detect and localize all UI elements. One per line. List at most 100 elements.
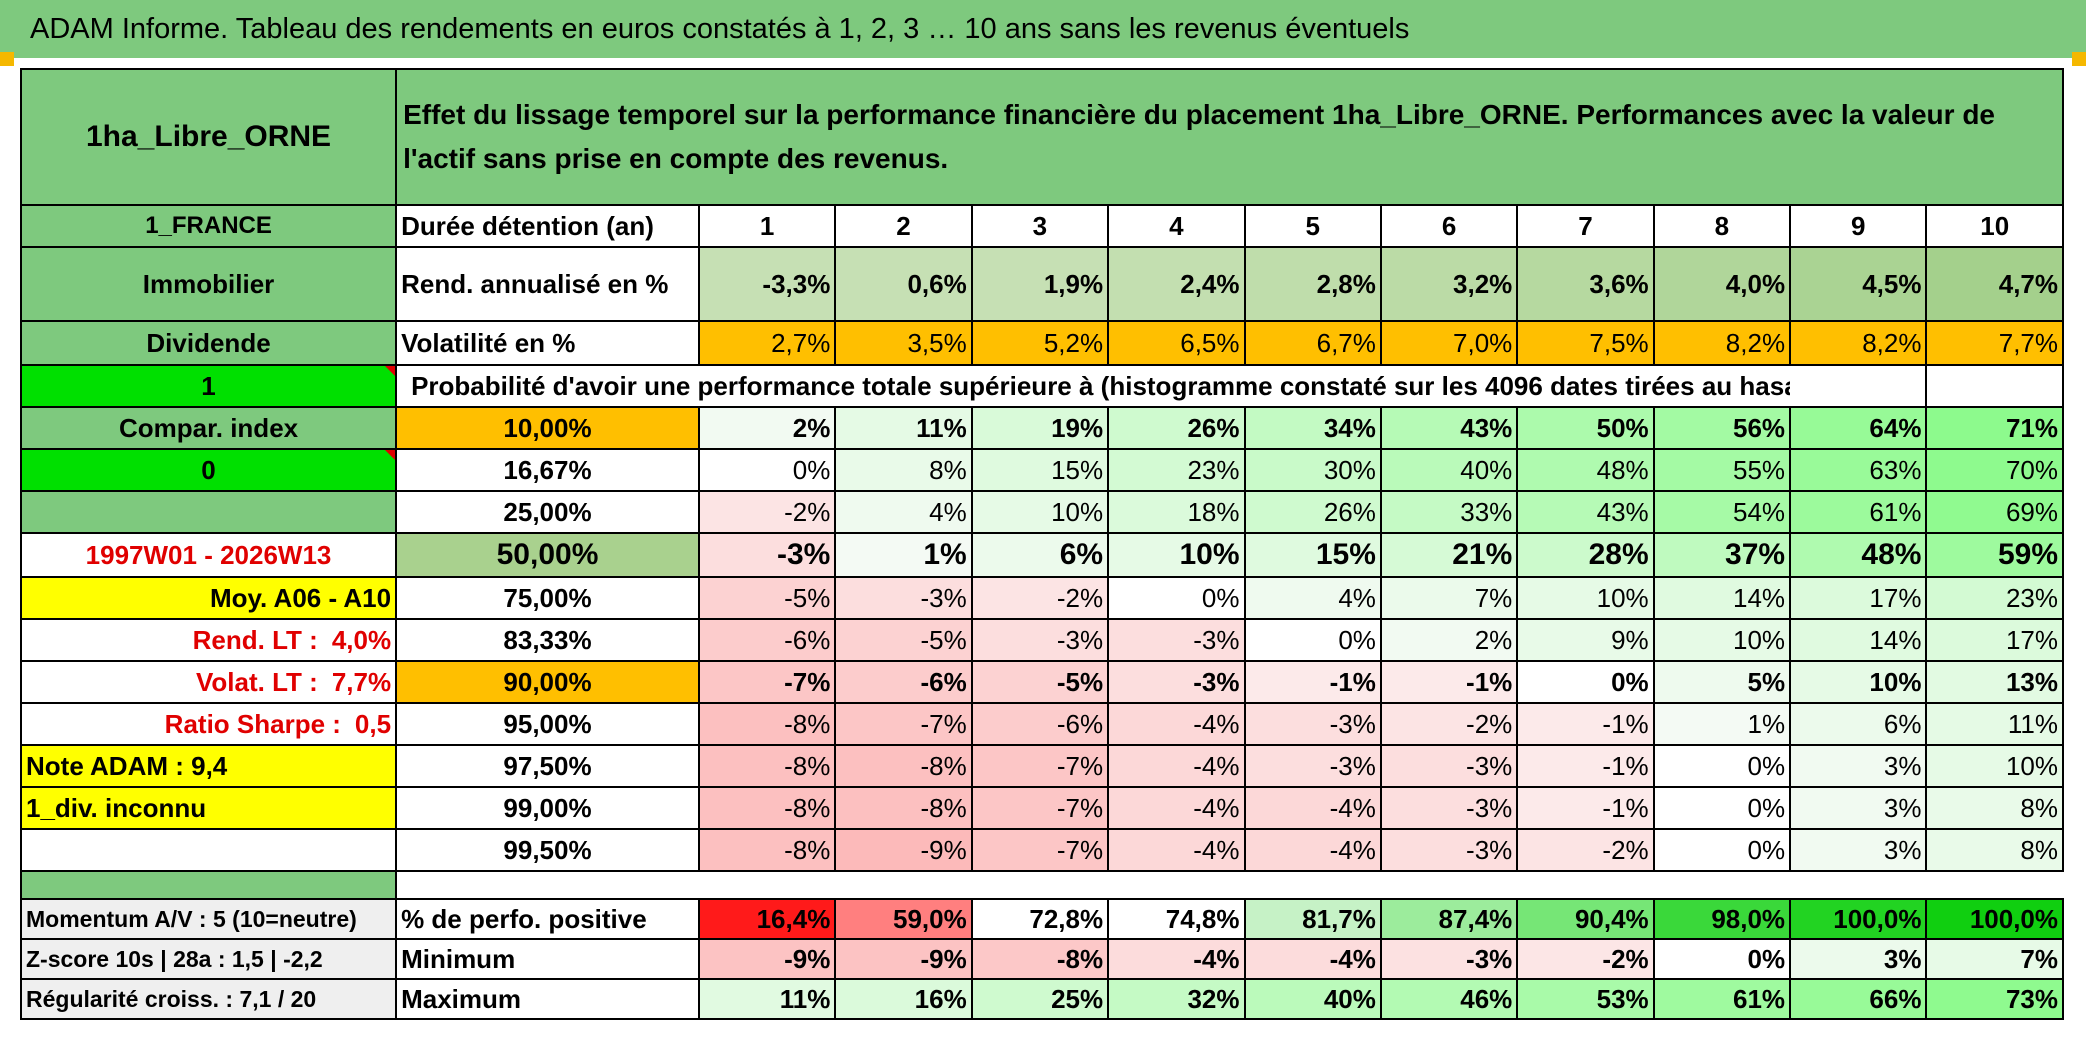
percentile-value-cell: 23% [1925,576,2064,620]
percentile-value-cell: 3% [1789,744,1928,788]
rows.rend-cell: 4,0% [1652,246,1792,322]
rows.rend-cell: 4,5% [1789,246,1928,322]
percentile-value-cell: -4% [1107,828,1246,872]
percentile-value-cell: 3% [1789,786,1928,830]
rows.years-cell: 6 [1379,204,1519,248]
indicator-label: Z-score 10s | 28a : 1,5 | -2,2 [19,938,398,980]
percentile-value-cell: -4% [1243,786,1382,830]
percentile-value-cell: -3% [1107,660,1246,704]
percentile-value-cell: 4% [1243,576,1382,620]
percentile-value-cell: -2% [970,576,1110,620]
percentile-value-cell: -8% [697,786,837,830]
percentile-cell: 10,00% [395,406,700,450]
rows.rend-cell: 3,6% [1516,246,1655,322]
percentile-value-cell: 63% [1789,448,1928,492]
percentile-value-cell: 14% [1789,618,1928,662]
stat-label: Minimum [395,938,700,980]
percentile-value-cell: -2% [1379,702,1519,746]
percentile-value-cell: 0% [697,448,837,492]
period-label: 1997W01 - 2026W13 [19,532,398,578]
rend-lt-label: Rend. LT : [192,624,318,655]
stat-label: Maximum [395,978,700,1020]
category-label: Immobilier [19,246,398,322]
rows.years-cell: 4 [1107,204,1246,248]
percentile-value-cell: -9% [834,828,973,872]
percentile-value-cell: -6% [697,618,837,662]
percentile-value-cell: 0% [1243,618,1382,662]
rend-lt: Rend. LT : 4,0% [19,618,398,662]
rows.vol-cell: 5,2% [970,320,1110,366]
percentile-value-cell: 4% [834,490,973,534]
percentile-value-cell: -7% [970,786,1110,830]
moy-label: Moy. A06 - A10 [19,576,398,620]
percentile-value-cell: 64% [1789,406,1928,450]
percentile-value-cell: 0% [1652,786,1792,830]
percentile-cell: 99,00% [395,786,700,830]
percentile-value-cell: 11% [834,406,973,450]
rows.years-cell: 2 [834,204,973,248]
percentile-value-cell: 61% [1789,490,1928,534]
stat-value-cell: 46% [1379,978,1519,1020]
percentile-value-cell: -6% [970,702,1110,746]
rows.vol-cell: 7,0% [1379,320,1519,366]
percentile-value-cell: 23% [1107,448,1246,492]
stat-value-cell: -8% [970,938,1110,980]
stat-value-cell: 0% [1652,938,1792,980]
stat-value-cell: 25% [970,978,1110,1020]
percentile-cell: 95,00% [395,702,700,746]
percentile-value-cell: 70% [1925,448,2064,492]
stat-value-cell: 100,0% [1789,898,1928,940]
percentile-value-cell: 48% [1516,448,1655,492]
percentile-value-cell: 2% [697,406,837,450]
percentile-value-cell: -4% [1107,744,1246,788]
sharpe-ratio-value: 0,5 [354,708,392,739]
percentile-value-cell: 43% [1379,406,1519,450]
percentile-value-cell: -1% [1243,660,1382,704]
volat-lt-value: 7,7% [331,666,392,697]
percentile-value-cell: 10% [1652,618,1792,662]
separator-cell [19,870,398,900]
percentile-value-cell: 10% [1516,576,1655,620]
percentile-value-cell: 10% [970,490,1110,534]
percentile-value-cell: -3% [1379,744,1519,788]
rows.vol-cell: 2,7% [697,320,837,366]
stat-value-cell: 87,4% [1379,898,1519,940]
rows.vol-cell: 6,7% [1243,320,1382,366]
rows.years-cell: 10 [1925,204,2064,248]
stat-value-cell: 100,0% [1925,898,2064,940]
percentile-value-cell: 8% [834,448,973,492]
percentile-value-cell: 2% [1379,618,1519,662]
rows.years-cell: 1 [697,204,837,248]
percentile-value-cell: 30% [1243,448,1382,492]
performance-table: 1ha_Libre_ORNE Effet du lissage temporel… [19,68,2064,1020]
percentile-value-cell: 0% [1107,576,1246,620]
percentile-value-cell: -1% [1379,660,1519,704]
stat-value-cell: 61% [1652,978,1792,1020]
percentile-value-cell: -5% [970,660,1110,704]
rows.years-cell: 5 [1243,204,1382,248]
report-title: ADAM Informe. Tableau des rendements en … [0,0,2086,58]
percentile-value-cell: -3% [1379,786,1519,830]
percentile-value-cell: 1% [834,532,973,578]
percentile-value-cell: 28% [1516,532,1655,578]
corner-marker [0,52,14,66]
stat-value-cell: 11% [697,978,837,1020]
percentile-value-cell: -4% [1107,786,1246,830]
percentile-value-cell: -3% [1243,702,1382,746]
stat-value-cell: 59,0% [834,898,973,940]
percentile-value-cell: 34% [1243,406,1382,450]
rows.vol-cell: 6,5% [1107,320,1246,366]
percentile-value-cell: 13% [1925,660,2064,704]
percentile-value-cell: -1% [1516,786,1655,830]
percentile-value-cell: -7% [970,744,1110,788]
percentile-value-cell: 15% [970,448,1110,492]
percentile-value-cell: -8% [697,828,837,872]
rows.rend-cell: 2,8% [1243,246,1382,322]
empty-label [19,490,398,534]
percentile-value-cell: -3% [970,618,1110,662]
compar-index-label: Compar. index [19,406,398,450]
stat-value-cell: 73% [1925,978,2064,1020]
percentile-value-cell: 3% [1789,828,1928,872]
percentile-value-cell: -1% [1516,744,1655,788]
volatility-label: Volatilité en % [395,320,700,366]
